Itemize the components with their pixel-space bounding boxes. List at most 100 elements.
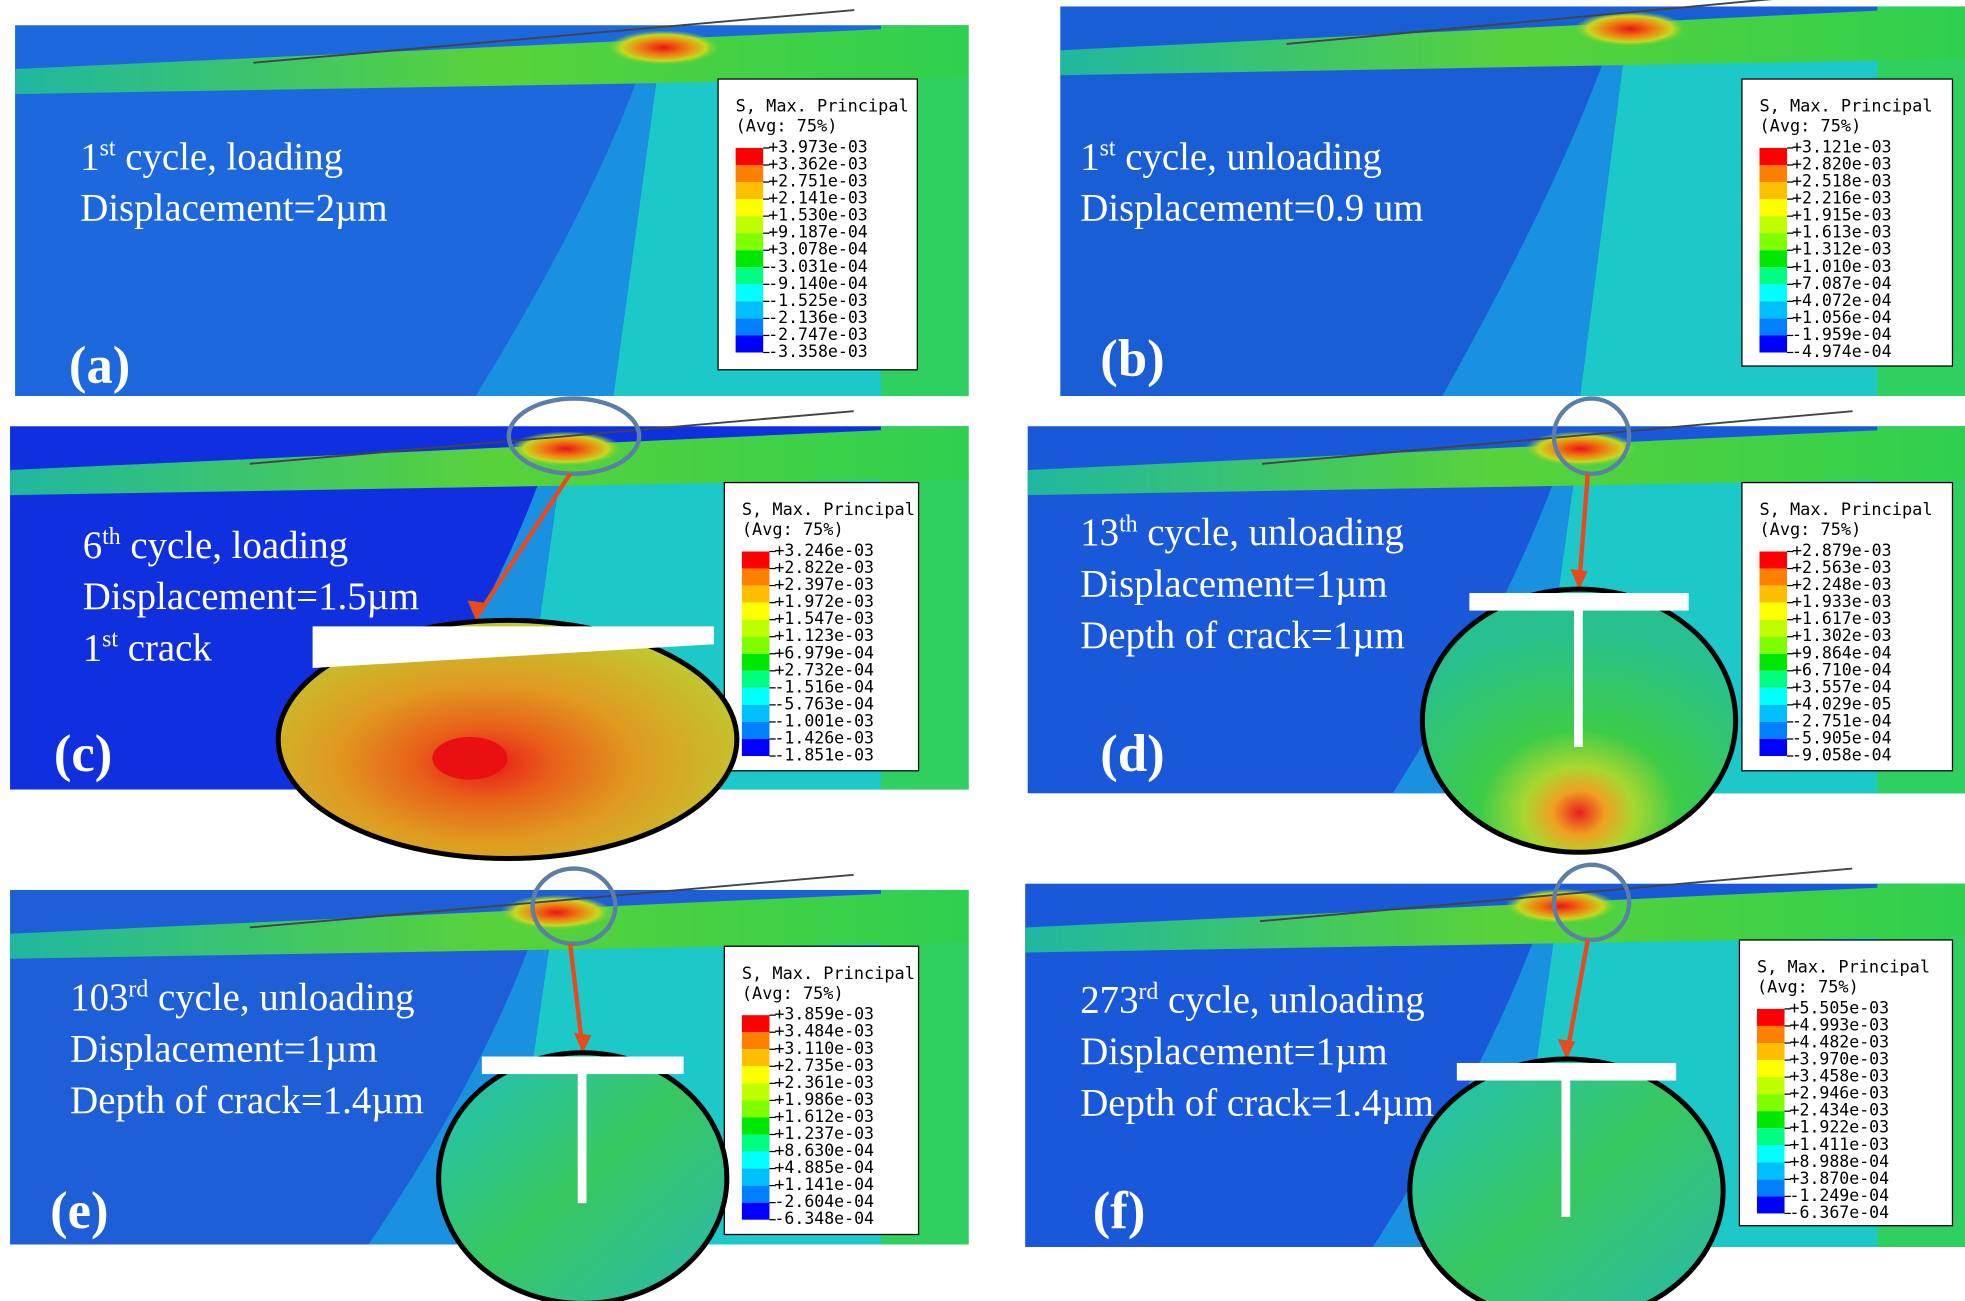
caption-text: cycle, unloading — [1116, 135, 1382, 178]
legend-swatch — [736, 233, 764, 250]
panel-label: (f) — [1093, 1182, 1146, 1240]
legend-swatch — [1757, 1077, 1785, 1094]
ordinal-suffix: th — [102, 524, 121, 550]
legend-swatch — [1759, 688, 1787, 705]
ordinal: 1 — [1080, 135, 1099, 178]
legend-swatch — [1759, 318, 1787, 335]
legend-swatch — [742, 1083, 770, 1100]
legend-swatch — [742, 1100, 770, 1117]
legend-swatch — [736, 199, 764, 216]
legend-swatch — [1759, 603, 1787, 620]
legend-swatch — [1759, 267, 1787, 284]
legend-swatch — [1759, 586, 1787, 603]
panel: 13th cycle, unloadingDisplacement=1µmDep… — [1028, 399, 1965, 853]
legend-swatch — [742, 671, 770, 688]
legend-title: S, Max. Principal — [1759, 499, 1932, 519]
legend-swatch — [1759, 182, 1787, 199]
panel: 6th cycle, loadingDisplacement=1.5µm1st … — [10, 399, 969, 859]
hot-spot — [607, 30, 720, 65]
legend-swatch — [1759, 551, 1787, 568]
legend-swatch — [1757, 1094, 1785, 1111]
caption-line: 1st cycle, unloading — [1080, 135, 1382, 178]
legend-subtitle: (Avg: 75%) — [1759, 519, 1861, 539]
legend-swatch — [1759, 637, 1787, 654]
panel-label: (e) — [50, 1182, 108, 1240]
zoom-crack — [1574, 596, 1583, 747]
legend-swatch — [1759, 233, 1787, 250]
legend-swatch — [742, 705, 770, 722]
ordinal-suffix: st — [1100, 135, 1116, 161]
zoom-crack — [578, 1059, 587, 1203]
caption-line: Displacement=2µm — [80, 187, 387, 230]
legend-swatch — [742, 637, 770, 654]
legend-swatch — [1757, 1145, 1785, 1162]
legend-swatch — [1759, 654, 1787, 671]
ordinal: 6 — [83, 524, 102, 567]
ordinal: 103 — [70, 976, 128, 1019]
legend-swatch — [742, 1203, 770, 1220]
legend-swatch — [742, 1134, 770, 1151]
legend-swatch — [1759, 722, 1787, 739]
caption-line: Displacement=1µm — [1080, 1030, 1387, 1073]
legend-swatch — [736, 148, 764, 165]
legend-swatch — [736, 165, 764, 182]
legend-swatch — [736, 267, 764, 284]
legend-swatch — [1759, 216, 1787, 233]
legend-swatch — [736, 182, 764, 199]
legend-subtitle: (Avg: 75%) — [1757, 977, 1859, 997]
caption-line: Depth of crack=1µm — [1080, 614, 1405, 657]
legend-swatch — [742, 688, 770, 705]
legend-swatch — [1759, 671, 1787, 688]
legend-title: S, Max. Principal — [1759, 96, 1932, 116]
legend-title: S, Max. Principal — [1757, 957, 1930, 977]
legend-swatch — [742, 1117, 770, 1134]
legend-swatch — [1757, 1162, 1785, 1179]
caption-line: 1st cycle, loading — [80, 135, 343, 178]
ordinal: 13 — [1080, 511, 1119, 554]
legend-swatch — [736, 301, 764, 318]
caption-line: Displacement=1µm — [70, 1028, 377, 1071]
legend-swatch — [1757, 1179, 1785, 1196]
legend-swatch — [1757, 1009, 1785, 1026]
legend-swatch — [1759, 199, 1787, 216]
legend-swatch — [1757, 1196, 1785, 1213]
legend-swatch — [1759, 165, 1787, 182]
caption-line: 6th cycle, loading — [83, 524, 348, 567]
legend-swatch — [736, 335, 764, 352]
caption-line: Depth of crack=1.4µm — [1080, 1081, 1434, 1124]
legend-swatch — [742, 722, 770, 739]
legend-swatch — [736, 250, 764, 267]
caption-text: crack — [118, 627, 212, 670]
legend-swatch — [1757, 1043, 1785, 1060]
caption-text: cycle, unloading — [1158, 979, 1424, 1022]
legend-swatch — [742, 1169, 770, 1186]
legend-value: -6.367e-04 — [1790, 1203, 1890, 1222]
caption-line: 103rd cycle, unloading — [70, 976, 414, 1019]
legend-swatch — [1757, 1128, 1785, 1145]
legend-swatch — [736, 318, 764, 335]
ordinal-suffix: rd — [128, 976, 148, 1002]
legend-subtitle: (Avg: 75%) — [742, 983, 844, 1003]
caption-line: 273rd cycle, unloading — [1080, 979, 1424, 1022]
figure: 1st cycle, loadingDisplacement=2µm(a)S, … — [0, 0, 1965, 1301]
ordinal: 1 — [83, 627, 102, 670]
legend-swatch — [1759, 620, 1787, 637]
caption-line: Displacement=1µm — [1080, 563, 1387, 606]
legend-swatch — [742, 654, 770, 671]
panel-label: (c) — [54, 725, 112, 783]
legend-subtitle: (Avg: 75%) — [742, 519, 844, 539]
legend-subtitle: (Avg: 75%) — [736, 116, 838, 136]
caption-line: Displacement=1.5µm — [83, 575, 420, 618]
legend-swatch — [1759, 284, 1787, 301]
ordinal-suffix: th — [1119, 511, 1138, 537]
zoom-hot — [432, 737, 507, 780]
legend-swatch — [742, 1152, 770, 1169]
page: {"panels": [ {"label": "(a)", "lines": [… — [0, 0, 1965, 1301]
ordinal-suffix: rd — [1138, 979, 1158, 1005]
legend-swatch — [742, 569, 770, 586]
caption-text: cycle, unloading — [148, 976, 414, 1019]
legend-swatch — [742, 1032, 770, 1049]
legend-value: -9.058e-04 — [1792, 746, 1892, 765]
legend-swatch — [736, 284, 764, 301]
legend-swatch — [1759, 301, 1787, 318]
